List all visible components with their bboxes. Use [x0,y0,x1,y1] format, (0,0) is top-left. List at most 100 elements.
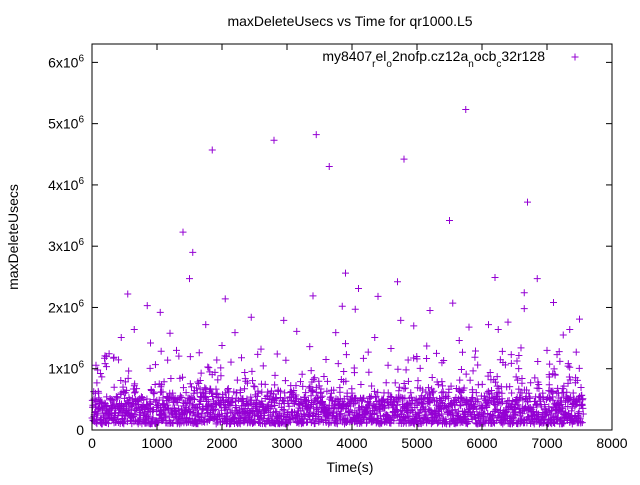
data-point [336,410,344,418]
data-point [406,400,414,408]
data-point [125,367,133,375]
data-point [124,290,132,298]
data-point [232,403,240,411]
data-point [323,387,331,395]
data-point [514,401,522,409]
data-point [315,382,323,390]
data-point [273,350,281,358]
data-point [241,369,249,377]
data-point [387,345,395,353]
data-point [401,384,409,392]
data-point [478,380,486,388]
data-point [164,356,172,364]
data-point [93,411,101,419]
data-point [463,419,471,427]
y-tick-mantissa: 2x10 [48,299,79,315]
data-point [434,381,442,389]
data-point [493,373,501,381]
data-point [119,383,127,391]
data-point [327,389,335,397]
data-point [174,398,182,406]
x-tick-label: 3000 [271,435,302,451]
data-point [566,326,574,334]
data-point [101,360,109,368]
data-point [433,349,440,357]
data-point [558,389,566,397]
data-point [576,415,584,423]
data-point [524,398,532,406]
data-point [382,379,390,387]
data-point [527,379,535,387]
data-point [340,368,348,376]
legend-label-part: c [496,59,501,70]
data-point [254,350,262,358]
data-point [254,387,262,395]
data-point [579,410,587,418]
x-tick-label: 2000 [206,435,237,451]
data-point [131,388,139,396]
data-point [98,373,106,381]
data-point [398,393,406,401]
data-point [465,323,473,331]
data-point [233,376,241,384]
data-point [452,385,460,393]
data-point [420,395,428,403]
data-point [407,393,415,401]
data-point [360,394,368,402]
data-point [374,388,382,396]
data-point [290,415,298,423]
data-point [520,289,528,297]
data-point [130,389,138,397]
data-point [571,379,579,387]
y-tick-mantissa: 4x10 [48,177,79,193]
data-point [317,388,325,396]
data-point [157,347,165,355]
data-point [279,405,287,413]
data-point [186,380,194,388]
data-point [534,357,542,365]
data-point [457,365,465,373]
data-point [429,389,437,397]
data-point [486,368,494,376]
data-point [94,404,102,412]
data-point [253,392,261,400]
data-point [213,356,221,364]
data-point [253,398,261,406]
data-point [513,357,521,365]
data-point [233,389,241,397]
data-point [189,400,197,408]
data-point [271,402,279,410]
data-point [190,389,198,397]
data-point [391,379,399,387]
data-point [182,389,190,397]
data-point [92,361,100,369]
data-point [357,380,365,388]
data-point [248,367,256,375]
data-point [281,377,289,385]
data-point [449,299,457,307]
data-point [217,372,225,380]
data-point [491,273,499,281]
data-point [520,305,528,313]
data-point [539,395,547,403]
data-point [179,228,187,236]
legend-label: my8407relo2nofp.cz12anocbc32r128 [322,48,545,70]
data-point [320,372,328,380]
data-point [93,379,101,387]
data-point [150,390,158,398]
data-point [549,396,557,404]
data-point [325,163,333,171]
data-point [515,385,523,393]
data-point [444,394,452,402]
data-point [392,406,400,414]
y-tick-label: 6x106 [48,53,84,70]
data-point [264,388,272,396]
y-tick-mantissa: 5x10 [48,116,79,132]
data-point [504,318,512,326]
legend-label-part: ocb [474,48,497,64]
data-point [461,414,469,422]
data-point [158,388,166,396]
data-point [487,387,495,395]
legend-label-part: 2nofp.cz12a [392,48,468,64]
